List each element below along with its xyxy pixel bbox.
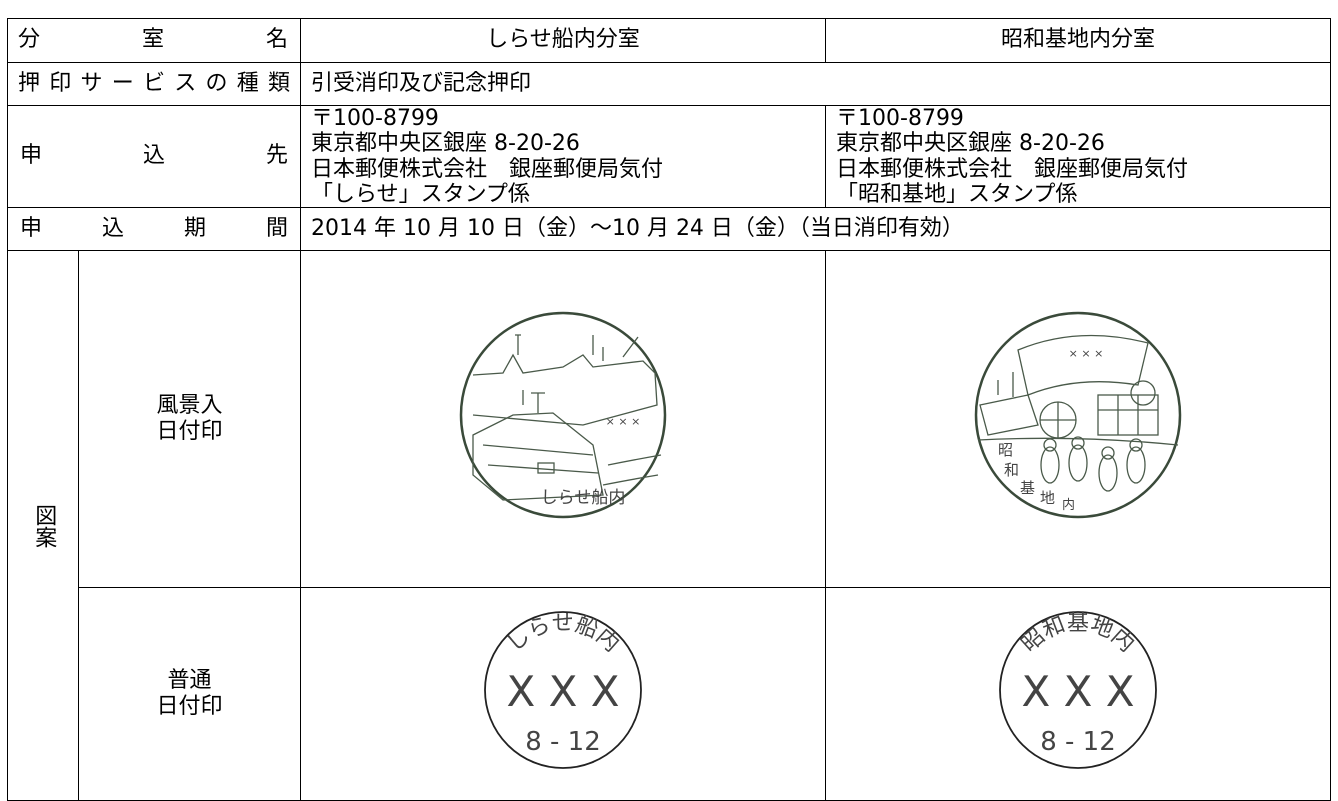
address-label: 申込先 (18, 143, 290, 169)
label-line: 風景入 (156, 392, 223, 418)
address-label-cell: 申込先 (6, 104, 302, 209)
address-line: 日本郵便株式会社 銀座郵便局気付 (311, 156, 664, 182)
label-char: サ (80, 70, 103, 96)
stamp-date: 8 - 12 (525, 727, 601, 757)
label-char: 込 (143, 143, 166, 169)
scenic-row: 図案 風景入 日付印 × × × しらせ船内 × × × (7, 250, 1332, 801)
label-char: の (205, 70, 228, 96)
service-row: 押印サービスの種類 引受消印及び記念押印 (6, 62, 1332, 106)
label-char: 期 (184, 215, 207, 241)
label-line: 日付印 (156, 419, 223, 445)
label-char: 類 (268, 70, 291, 96)
address-line: 〒100-8799 (836, 106, 964, 131)
stamp-code: X X X (1022, 667, 1135, 716)
header-label-cell: 分室名 (6, 18, 302, 63)
address-line: 東京都中央区銀座 8-20-26 (836, 131, 1105, 157)
regular-label: 普通 日付印 (77, 587, 302, 801)
header-row: 分 室 名 しらせ船内分室 昭和基地内分室 (6, 18, 1332, 63)
stamp-name: しらせ船内 (541, 488, 626, 508)
stamp-mark: × × × (1069, 347, 1104, 360)
header-label: 分室名 (18, 27, 290, 53)
shirase-regular-stamp: しらせ船内 X X X 8 - 12 (484, 611, 642, 770)
address-line: 「しらせ」スタンプ係 (311, 181, 530, 207)
address-line: 〒100-8799 (311, 106, 439, 131)
period-row: 申 込 期 間 2014 年 10 月 10 日（金）～10 月 24 日（金）（当日… (6, 207, 1332, 252)
stamp-char: 基 (1020, 479, 1035, 497)
regular-row: 普通 日付印 しらせ船内 X X X 8 - 12 昭和基地内 X X X 8 … (8, 587, 1332, 801)
body: 分 室 名 しらせ船内分室 昭和基地内分室 押印サービスの種類 引受消印及び記念押印… (6, 18, 1332, 801)
period-value: 2014 年 10 月 10 日（金）～10 月 24 日（金）（当日消印有効） (300, 207, 1332, 252)
label-char: ビ (143, 70, 166, 96)
stamp-char: 和 (1004, 461, 1019, 479)
scenic-col2: × × × 昭 和 基 地 内 (825, 250, 1332, 589)
label-char: 種 (236, 70, 259, 96)
design-label: 図案 (31, 503, 57, 548)
label-char: 先 (266, 143, 289, 169)
scenic-col1: × × × しらせ船内 (300, 250, 827, 589)
label-char: 印 (49, 70, 72, 96)
label-char: ス (174, 70, 197, 96)
service-table: 分 室 名 しらせ船内分室 昭和基地内分室 押印サービスの種類 引受消印及び記念押印… (6, 18, 1332, 801)
service-label-cell: 押印サービスの種類 (6, 62, 302, 106)
showa-scenic-stamp: × × × 昭 和 基 地 内 (974, 312, 1182, 519)
stamp-char: 地 (1040, 489, 1055, 507)
label-line: 普通 (167, 667, 212, 693)
stamp-name-path: しらせ船内 (502, 611, 624, 657)
header-col2: 昭和基地内分室 (825, 18, 1332, 63)
stamp-name-path: 昭和基地内 (1017, 611, 1139, 657)
shirase-scenic-stamp: × × × しらせ船内 (459, 312, 667, 519)
stamp-char: 内 (1062, 497, 1075, 513)
stamp-date: 8 - 12 (1040, 727, 1116, 757)
label-char: 間 (266, 215, 289, 241)
address-line: 日本郵便株式会社 銀座郵便局気付 (836, 156, 1189, 182)
label-line: 日付印 (156, 694, 223, 720)
address-col2: 〒100-8799 東京都中央区銀座 8-20-26 日本郵便株式会社 銀座郵便… (825, 104, 1332, 209)
label-char: 室 (142, 27, 165, 53)
showa-regular-stamp: 昭和基地内 X X X 8 - 12 (999, 611, 1157, 770)
stamp-name: 昭和基地内 (1017, 611, 1139, 657)
label-char: 押 (18, 70, 41, 96)
service-value: 引受消印及び記念押印 (300, 62, 1332, 106)
design-label-cell: 図案 (7, 250, 79, 801)
address-col1: 〒100-8799 東京都中央区銀座 8-20-26 日本郵便株式会社 銀座郵便… (300, 104, 827, 209)
label-char: 申 (20, 143, 43, 169)
scenic-label: 風景入 日付印 (77, 250, 302, 589)
service-label: 押印サービスの種類 (18, 71, 290, 97)
header-col1: しらせ船内分室 (300, 18, 827, 63)
address-line: 東京都中央区銀座 8-20-26 (311, 131, 580, 157)
label-char: 込 (102, 215, 125, 241)
label-char: 申 (20, 215, 43, 241)
label-char: ー (111, 70, 134, 96)
label-char: 分 (18, 27, 41, 53)
regular-col2: 昭和基地内 X X X 8 - 12 (825, 587, 1332, 801)
address-row: 申 込 先 〒100-8799 東京都中央区銀座 8-20-26 日本郵便株式会社 … (6, 104, 1332, 209)
label-char: 名 (266, 27, 289, 53)
stamp-mark: × × × (606, 415, 641, 428)
stamp-code: X X X (507, 667, 620, 716)
period-label: 申込期間 (18, 216, 290, 242)
stamp-char: 昭 (998, 441, 1013, 459)
stamp-name: しらせ船内 (502, 611, 624, 657)
page: {"table": { "header": {"label": "分室名", "… (6, 18, 1332, 801)
period-label-cell: 申込期間 (6, 207, 302, 252)
address-line: 「昭和基地」スタンプ係 (836, 181, 1078, 207)
regular-col1: しらせ船内 X X X 8 - 12 (300, 587, 827, 801)
